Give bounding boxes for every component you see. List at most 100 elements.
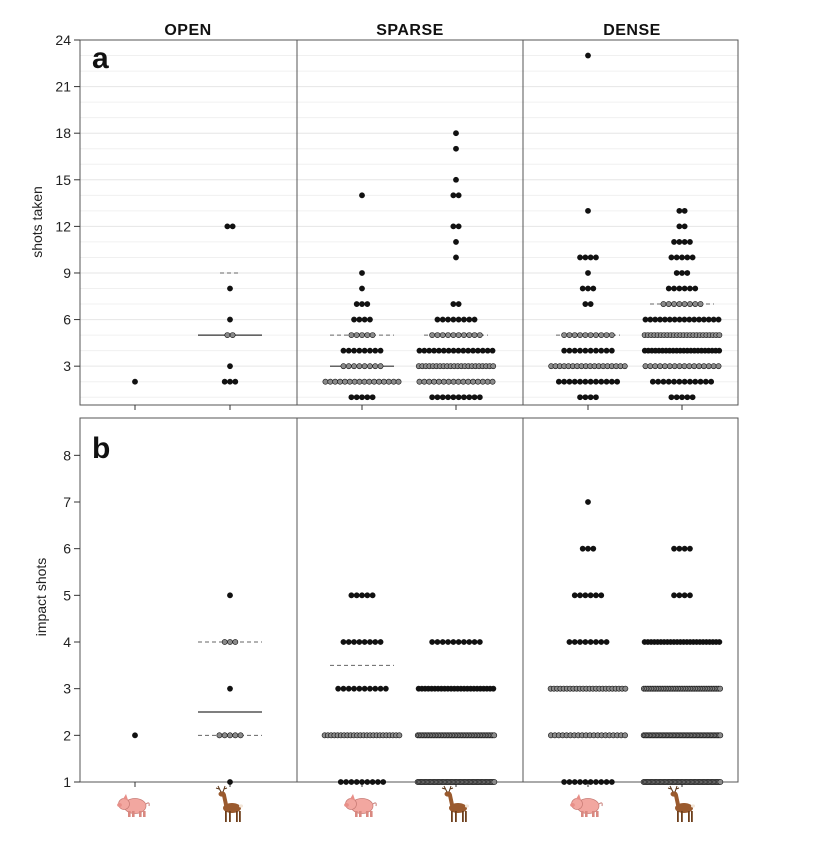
data-point xyxy=(705,316,712,323)
y-tick-label: 6 xyxy=(63,541,71,557)
data-point xyxy=(484,378,491,385)
data-point xyxy=(676,378,683,385)
deer-leg xyxy=(691,811,693,822)
pig-ear xyxy=(123,794,128,800)
data-point xyxy=(421,347,428,354)
data-point xyxy=(356,316,363,323)
data-point xyxy=(577,639,583,645)
data-point xyxy=(676,239,683,245)
data-point xyxy=(679,270,685,276)
data-point xyxy=(577,779,583,785)
data-point xyxy=(450,301,457,307)
data-point xyxy=(701,363,707,370)
data-point xyxy=(489,378,496,385)
data-point xyxy=(665,285,672,292)
data-point xyxy=(684,270,691,276)
data-point xyxy=(598,347,605,354)
data-point xyxy=(577,254,583,261)
data-point xyxy=(450,316,457,323)
column-title-sparse: SPARSE xyxy=(376,22,444,39)
data-point xyxy=(445,347,452,354)
y-tick-label: 12 xyxy=(55,218,71,234)
deer-leg xyxy=(681,811,683,822)
data-point xyxy=(566,378,573,385)
pig-leg xyxy=(581,811,584,817)
pig-leg xyxy=(143,811,146,817)
pig-tail xyxy=(372,802,377,807)
data-point xyxy=(369,779,376,785)
pig-leg xyxy=(132,811,135,817)
data-point xyxy=(426,378,433,385)
data-point xyxy=(353,301,360,307)
data-point xyxy=(671,378,677,385)
data-point xyxy=(577,592,583,599)
data-point xyxy=(453,254,459,261)
deer-neck xyxy=(221,793,229,807)
data-point xyxy=(229,223,236,230)
data-point xyxy=(466,316,473,323)
pig-snout xyxy=(344,803,349,807)
data-point xyxy=(445,394,451,401)
data-point xyxy=(676,363,683,370)
data-point xyxy=(359,592,365,599)
data-point xyxy=(476,394,483,401)
data-point xyxy=(676,207,683,214)
panel-letter: a xyxy=(92,42,109,75)
pig-snout xyxy=(117,803,122,807)
deer-leg xyxy=(451,811,453,822)
data-point xyxy=(345,363,352,370)
data-point xyxy=(227,685,233,692)
deer-leg xyxy=(225,811,227,822)
data-point xyxy=(359,332,365,339)
data-point xyxy=(434,394,441,401)
pig-tail xyxy=(145,802,150,807)
data-point xyxy=(582,779,589,785)
deer-leg xyxy=(677,811,679,822)
data-point xyxy=(351,685,357,692)
data-point xyxy=(332,378,339,385)
data-point xyxy=(460,347,467,354)
data-point xyxy=(673,270,680,276)
data-point xyxy=(715,316,722,323)
data-point xyxy=(359,394,365,401)
data-point xyxy=(587,347,594,354)
y-tick-label: 2 xyxy=(63,727,71,743)
data-point xyxy=(476,332,483,339)
data-point xyxy=(608,378,615,385)
data-point xyxy=(132,378,138,385)
data-point xyxy=(687,285,693,292)
data-point xyxy=(647,316,654,323)
data-point xyxy=(132,732,138,739)
data-point xyxy=(671,592,677,599)
data-point xyxy=(377,347,384,354)
data-point xyxy=(717,779,724,785)
data-point xyxy=(455,639,462,645)
data-point xyxy=(681,378,688,385)
data-point xyxy=(369,332,376,339)
data-point xyxy=(453,176,459,183)
data-point xyxy=(356,639,363,645)
data-point xyxy=(681,363,688,370)
data-point xyxy=(351,316,357,323)
y-tick-label: 3 xyxy=(63,358,71,374)
data-point xyxy=(382,685,389,692)
data-point xyxy=(671,316,678,323)
data-point xyxy=(367,685,373,692)
data-point xyxy=(224,332,231,339)
y-tick-label: 6 xyxy=(63,312,71,328)
data-point xyxy=(361,316,368,323)
data-point xyxy=(603,378,610,385)
data-point xyxy=(366,378,373,385)
data-point xyxy=(450,639,457,645)
panel-frame xyxy=(79,417,739,783)
pig-leg xyxy=(592,811,595,817)
data-point xyxy=(367,639,373,645)
data-point xyxy=(577,347,583,354)
data-point xyxy=(566,639,573,645)
data-point xyxy=(681,316,688,323)
pig-leg xyxy=(585,811,588,817)
data-point xyxy=(359,301,365,307)
data-point xyxy=(697,378,704,385)
data-point xyxy=(369,592,376,599)
data-point xyxy=(453,145,459,152)
